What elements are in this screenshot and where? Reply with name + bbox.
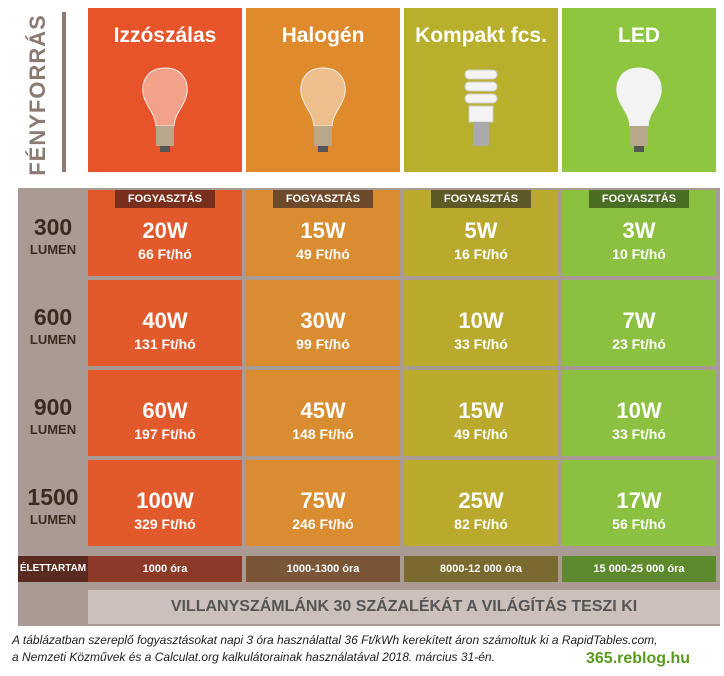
- cost: 23 Ft/hó: [612, 336, 666, 352]
- lifetime-label: ÉLETTARTAM: [18, 556, 88, 582]
- banner: VILLANYSZÁMLÁNK 30 SZÁZALÉKÁT A VILÁGÍTÁ…: [88, 590, 720, 624]
- consumption-badge: FOGYASZTÁS: [431, 190, 531, 208]
- row-lumen: 1500: [27, 484, 79, 510]
- cost: 49 Ft/hó: [454, 426, 508, 442]
- cell: [404, 370, 558, 456]
- bulb-icon: [616, 67, 662, 152]
- footnote-line: a Nemzeti Közművek és a Calculat.org kal…: [12, 650, 495, 664]
- cost: 10 Ft/hó: [612, 246, 666, 262]
- power: 30W: [300, 308, 346, 333]
- power: 25W: [458, 488, 504, 513]
- consumption-badge: FOGYASZTÁS: [115, 190, 215, 208]
- column-title: Izzószálas: [113, 24, 217, 47]
- cost: 16 Ft/hó: [454, 246, 508, 262]
- power: 3W: [622, 218, 656, 243]
- lifetime-value: 1000 óra: [88, 556, 242, 582]
- cell: [246, 280, 400, 366]
- side-rule: [62, 12, 66, 172]
- cost: 131 Ft/hó: [134, 336, 196, 352]
- cost: 329 Ft/hó: [134, 516, 196, 532]
- lifetime-value: 1000-1300 óra: [246, 556, 400, 582]
- cost: 33 Ft/hó: [454, 336, 508, 352]
- cell: [562, 280, 716, 366]
- power: 5W: [464, 218, 498, 243]
- power: 100W: [136, 488, 194, 513]
- cell: [562, 370, 716, 456]
- cost: 56 Ft/hó: [612, 516, 666, 532]
- row-unit: LUMEN: [29, 242, 77, 257]
- power: 75W: [300, 488, 346, 513]
- power: 40W: [142, 308, 188, 333]
- cell: [246, 460, 400, 546]
- cost: 66 Ft/hó: [138, 246, 192, 262]
- column-title: LED: [618, 24, 660, 47]
- side-label: FÉNYFORRÁS: [25, 14, 50, 176]
- cell: [88, 460, 242, 546]
- power: 45W: [300, 398, 346, 423]
- footnote-line: A táblázatban szereplő fogyasztásokat na…: [12, 633, 658, 647]
- cell: [404, 280, 558, 366]
- cell: [246, 370, 400, 456]
- power: 20W: [142, 218, 188, 243]
- cost: 197 Ft/hó: [134, 426, 196, 442]
- cell: [404, 460, 558, 546]
- row-lumen: 300: [33, 214, 73, 240]
- cell: [562, 460, 716, 546]
- footnote: A táblázatban szereplő fogyasztásokat na…: [12, 632, 712, 666]
- lifetime-value: 8000-12 000 óra: [404, 556, 558, 582]
- row-lumen: 900: [33, 394, 73, 420]
- cost: 148 Ft/hó: [292, 426, 354, 442]
- power: 7W: [622, 308, 656, 333]
- row-unit: LUMEN: [29, 422, 77, 437]
- cost: 246 Ft/hó: [292, 516, 354, 532]
- power: 10W: [458, 308, 504, 333]
- consumption-badge: FOGYASZTÁS: [589, 190, 689, 208]
- cost: 82 Ft/hó: [454, 516, 508, 532]
- power: 15W: [300, 218, 346, 243]
- lifetime-value: 15 000-25 000 óra: [562, 556, 716, 582]
- cost: 49 Ft/hó: [296, 246, 350, 262]
- bulb-icon: [300, 67, 346, 152]
- power: 15W: [458, 398, 504, 423]
- column-title: Halogén: [281, 24, 365, 47]
- bulb-icon: [464, 69, 498, 146]
- cost: 99 Ft/hó: [296, 336, 350, 352]
- cost: 33 Ft/hó: [612, 426, 666, 442]
- power: 60W: [142, 398, 188, 423]
- row-unit: LUMEN: [29, 332, 77, 347]
- column-title: Kompakt fcs.: [415, 24, 547, 47]
- cell: [88, 280, 242, 366]
- bulb-icon: [142, 67, 188, 152]
- cell: [88, 370, 242, 456]
- power: 17W: [616, 488, 662, 513]
- source: 365.reblog.hu: [586, 650, 691, 667]
- consumption-badge: FOGYASZTÁS: [273, 190, 373, 208]
- power: 10W: [616, 398, 662, 423]
- row-unit: LUMEN: [29, 512, 77, 527]
- row-lumen: 600: [33, 304, 73, 330]
